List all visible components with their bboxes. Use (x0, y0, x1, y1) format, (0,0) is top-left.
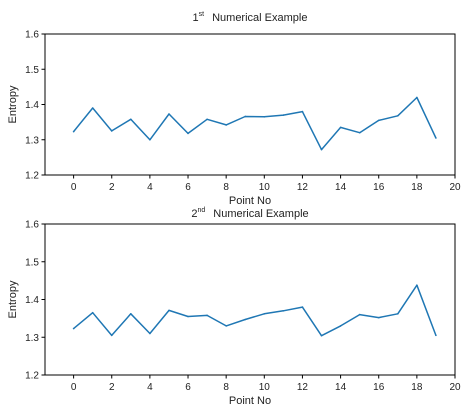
y-tick-label: 1.5 (25, 257, 39, 268)
x-tick-label: 20 (449, 182, 461, 193)
x-tick-label: 20 (449, 382, 461, 393)
data-point (244, 318, 247, 321)
plot-frame (44, 33, 456, 176)
y-tick-label: 1.5 (25, 65, 39, 76)
data-point (358, 131, 361, 134)
data-point (263, 116, 266, 118)
x-axis-label: Point No (229, 395, 271, 407)
data-point (206, 314, 208, 317)
y-tick-label: 1.4 (25, 295, 39, 306)
data-point (110, 334, 113, 337)
x-axis-label: Point No (229, 195, 271, 207)
y-tick-label: 1.3 (25, 135, 39, 146)
data-point (320, 334, 323, 337)
x-tick-label: 12 (297, 182, 309, 193)
series-line (73, 96, 437, 151)
x-tick-label: 6 (185, 382, 191, 393)
data-point (149, 332, 151, 335)
y-tick-label: 1.4 (25, 100, 39, 111)
x-tick-label: 0 (71, 182, 77, 193)
series-line (73, 284, 437, 337)
data-point (435, 334, 437, 337)
title-text: Numerical Example (212, 12, 307, 24)
title-ordinal: 1 (193, 12, 199, 24)
data-point (225, 124, 227, 126)
y-tick-label: 1.6 (25, 220, 39, 231)
data-point (91, 311, 94, 314)
x-tick-label: 0 (71, 382, 77, 393)
chart-title: 1st Numerical Example (193, 11, 308, 24)
data-point (339, 325, 342, 327)
data-point (130, 118, 132, 121)
data-point (168, 113, 170, 115)
title-ordinal: 2 (191, 208, 197, 220)
data-point (416, 96, 418, 99)
y-axis-label: Entropy (7, 280, 19, 318)
data-point (187, 315, 189, 318)
x-tick-label: 2 (109, 382, 115, 393)
plot-frame (44, 223, 456, 376)
data-point (358, 313, 361, 316)
data-point (244, 115, 247, 118)
data-point (320, 148, 323, 151)
x-tick-label: 6 (185, 182, 191, 193)
y-axis-label: Entropy (7, 85, 19, 123)
data-point (301, 110, 304, 113)
x-tick-label: 4 (147, 382, 153, 393)
x-tick-label: 10 (259, 382, 271, 393)
x-tick-label: 18 (411, 382, 423, 393)
data-point (396, 114, 399, 117)
data-point (91, 107, 94, 109)
x-tick-label: 14 (335, 382, 347, 393)
data-point (130, 313, 132, 315)
title-text: Numerical Example (213, 208, 308, 220)
x-tick-label: 4 (147, 182, 153, 193)
x-tick-label: 16 (373, 182, 385, 193)
y-tick-label: 1.3 (25, 333, 39, 344)
y-tick-label: 1.6 (25, 30, 39, 41)
title-ordinal-suffix: st (199, 11, 205, 18)
y-tick-label: 1.2 (25, 371, 39, 382)
data-point (301, 306, 304, 308)
chart-1: 1st Numerical Example 0 2 4 6 8 10 12 14 16 18 20 1.2… (7, 11, 461, 207)
x-tick-label: 8 (223, 182, 229, 193)
x-tick-label: 16 (373, 382, 385, 393)
data-point (416, 284, 418, 286)
data-point (149, 138, 151, 141)
data-point (339, 126, 342, 129)
data-point (206, 118, 208, 121)
data-point (225, 325, 227, 327)
x-tick-label: 8 (223, 382, 229, 393)
data-point (110, 130, 113, 132)
data-point (377, 316, 380, 319)
data-point (435, 137, 437, 139)
x-tick-label: 12 (297, 382, 309, 393)
y-tick-label: 1.2 (25, 171, 39, 182)
data-point (187, 132, 189, 135)
data-point (396, 313, 399, 315)
data-point (72, 130, 75, 133)
data-point (377, 119, 380, 122)
x-tick-label: 2 (109, 182, 115, 193)
data-point (72, 327, 75, 330)
title-ordinal-suffix: nd (197, 207, 205, 214)
data-point (282, 310, 285, 312)
x-tick-label: 18 (411, 182, 423, 193)
x-tick-label: 14 (335, 182, 347, 193)
data-point (168, 309, 170, 312)
data-point (263, 313, 266, 315)
chart-title: 2nd Numerical Example (191, 207, 308, 220)
data-point (282, 114, 285, 116)
x-tick-label: 10 (259, 182, 271, 193)
